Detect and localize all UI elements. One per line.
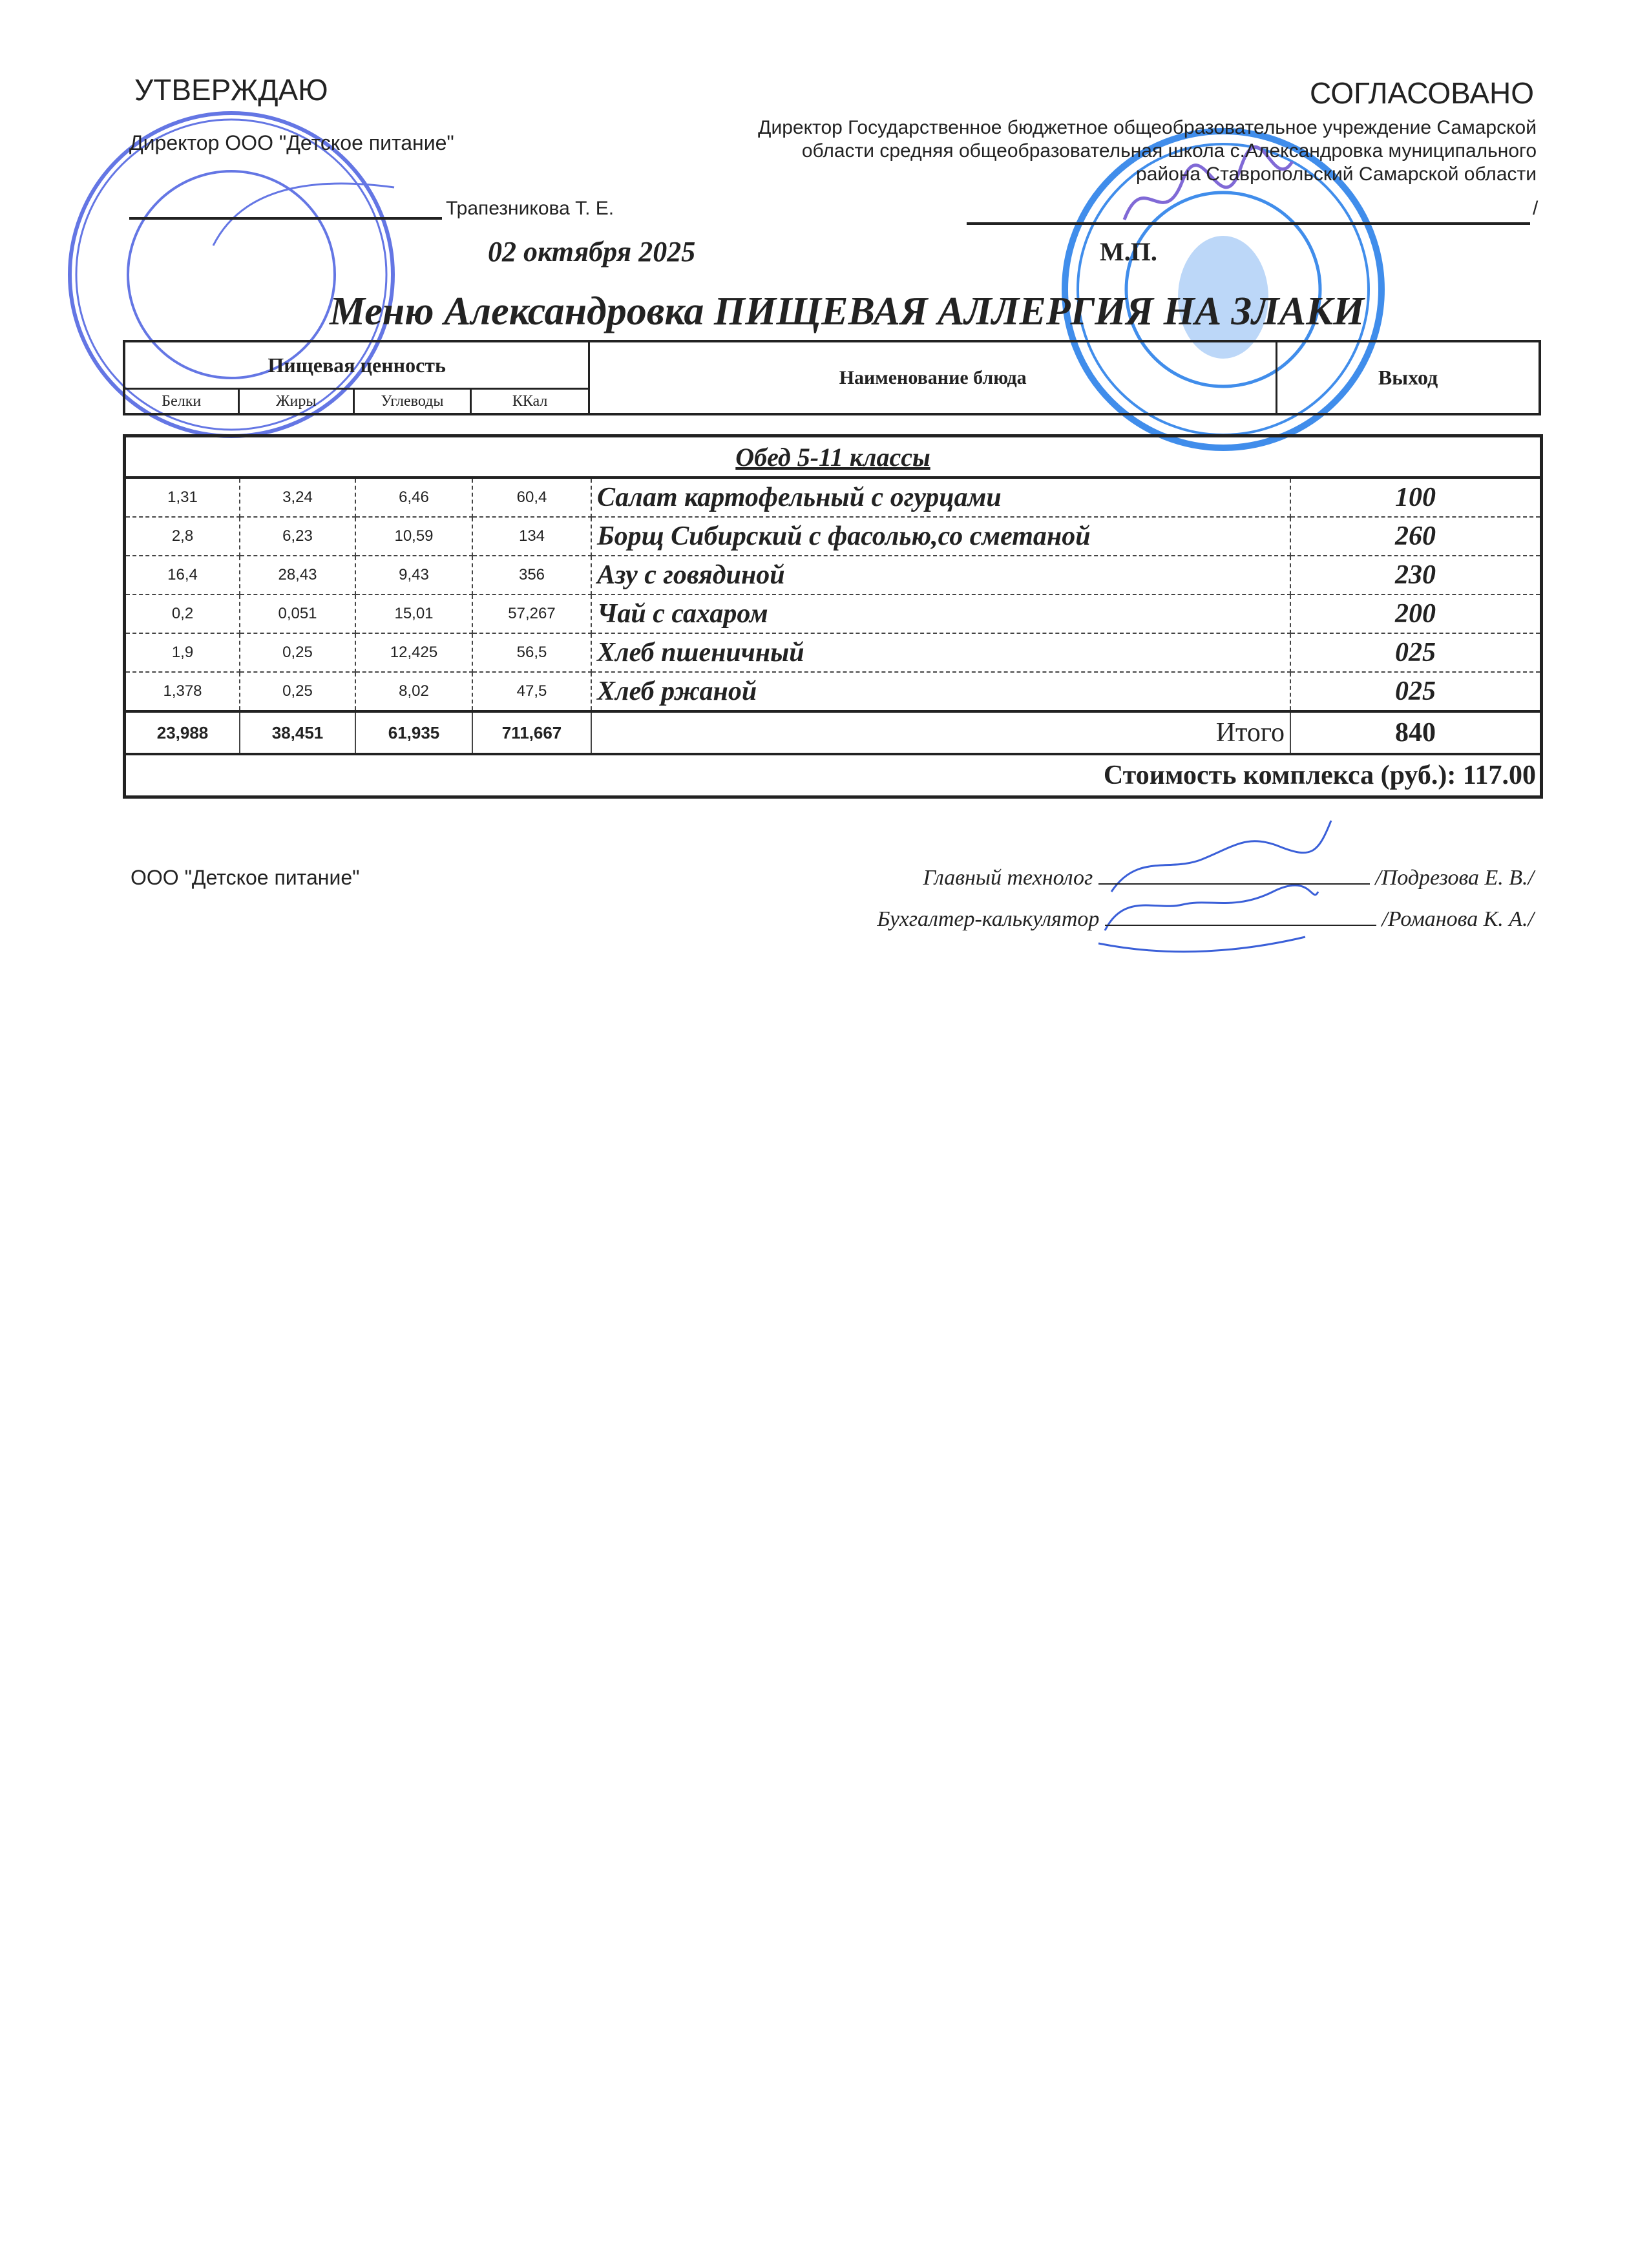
total-carbs: 61,935: [355, 710, 473, 755]
kcal-cell: 60,4: [472, 477, 592, 518]
complex-cost: Стоимость комплекса (руб.): 117.00: [124, 753, 1542, 797]
seal-mark: М.П.: [1100, 237, 1157, 266]
dish-name: Азу с говядиной: [591, 555, 1291, 595]
dish-name: Чай с сахаром: [591, 594, 1291, 634]
table-row: 0,2 0,051 15,01 57,267 Чай с сахаром 200: [123, 594, 1542, 634]
fat-cell: 28,43: [239, 555, 356, 595]
dish-name: Хлеб пшеничный: [591, 633, 1291, 673]
agree-position-line: Директор Государственное бюджетное общео…: [758, 117, 1537, 138]
protein-cell: 1,9: [123, 633, 240, 673]
protein-header: Белки: [123, 388, 240, 415]
agree-position-line: области средняя общеобразовательная школ…: [801, 140, 1537, 162]
left-signature-icon: [212, 182, 395, 246]
agree-heading: СОГЛАСОВАНО: [1310, 76, 1534, 110]
fat-cell: 0,051: [239, 594, 356, 634]
total-label: Итого: [591, 710, 1291, 755]
protein-cell: 0,2: [123, 594, 240, 634]
dish-output: 200: [1290, 594, 1542, 634]
dish-name: Борщ Сибирский с фасолью,со сметаной: [591, 516, 1291, 556]
nutrition-header: Пищевая ценность: [123, 340, 591, 390]
table-row: 1,9 0,25 12,425 56,5 Хлеб пшеничный 025: [123, 633, 1542, 673]
dish-output: 025: [1290, 633, 1542, 673]
accountant-name: /Романова К. А./: [1381, 907, 1534, 931]
footer-org: ООО "Детское питание": [131, 866, 360, 889]
carbs-cell: 15,01: [355, 594, 473, 634]
dish-output: 260: [1290, 516, 1542, 556]
table-row: 1,378 0,25 8,02 47,5 Хлеб ржаной 025: [123, 671, 1542, 712]
section-title: Обед 5-11 классы: [123, 435, 1542, 479]
kcal-header: ККал: [469, 388, 591, 415]
protein-cell: 1,378: [123, 671, 240, 712]
carbs-cell: 12,425: [355, 633, 473, 673]
accountant-line: [1104, 925, 1376, 926]
carbs-header: Углеводы: [353, 388, 472, 415]
accountant-signature: Бухгалтер-калькулятор /Романова К. А./: [877, 907, 1534, 932]
agree-signature-line: [967, 222, 1530, 225]
dish-name: Салат картофельный с огурцами: [591, 477, 1291, 518]
total-kcal: 711,667: [472, 710, 592, 755]
protein-cell: 1,31: [123, 477, 240, 518]
technologist-line: [1098, 883, 1370, 885]
kcal-cell: 56,5: [472, 633, 592, 673]
dish-name: Хлеб ржаной: [591, 671, 1291, 712]
kcal-cell: 356: [472, 555, 592, 595]
approve-signer: Трапезникова Т. Е.: [446, 198, 614, 219]
dish-output: 025: [1290, 671, 1542, 712]
kcal-cell: 47,5: [472, 671, 592, 712]
fat-cell: 0,25: [239, 671, 356, 712]
section-label: Обед 5-11 классы: [735, 442, 930, 472]
agree-slash: /: [1533, 198, 1539, 219]
approve-heading: УТВЕРЖДАЮ: [134, 73, 328, 107]
approve-position: Директор ООО "Детское питание": [129, 131, 454, 154]
carbs-cell: 8,02: [355, 671, 473, 712]
agree-position-line: района Ставропольский Самарской области: [1136, 163, 1537, 185]
total-row: 23,988 38,451 61,935 711,667 Итого 840: [123, 710, 1542, 755]
menu-table: Обед 5-11 классы 1,31 3,24 6,46 60,4 Салат к…: [123, 434, 1543, 799]
table-row: 1,31 3,24 6,46 60,4 Салат картофельный с огу…: [123, 477, 1542, 518]
total-output: 840: [1290, 710, 1542, 755]
output-header: Выход: [1276, 340, 1541, 415]
total-protein: 23,988: [123, 710, 240, 755]
dish-output: 100: [1290, 477, 1542, 518]
technologist-role: Главный технолог: [923, 866, 1093, 890]
table-row: 16,4 28,43 9,43 356 Азу с говядиной 230: [123, 555, 1542, 595]
fat-header: Жиры: [237, 388, 355, 415]
protein-cell: 16,4: [123, 555, 240, 595]
total-fat: 38,451: [239, 710, 356, 755]
fat-cell: 6,23: [239, 516, 356, 556]
kcal-cell: 134: [472, 516, 592, 556]
fat-cell: 3,24: [239, 477, 356, 518]
table-row: 2,8 6,23 10,59 134 Борщ Сибирский с фасолью,…: [123, 516, 1542, 556]
technologist-signature: Главный технолог /Подрезова Е. В./: [923, 866, 1534, 890]
protein-cell: 2,8: [123, 516, 240, 556]
carbs-cell: 10,59: [355, 516, 473, 556]
dish-header: Наименование блюда: [588, 340, 1278, 415]
carbs-cell: 6,46: [355, 477, 473, 518]
technologist-name: /Подрезова Е. В./: [1375, 866, 1534, 890]
accountant-role: Бухгалтер-калькулятор: [877, 907, 1100, 931]
approve-date: 02 октября 2025: [488, 236, 696, 268]
kcal-cell: 57,267: [472, 594, 592, 634]
page-title: Меню Александровка ПИЩЕВАЯ АЛЛЕРГИЯ НА З…: [330, 289, 1365, 333]
agree-position: Директор Государственное бюджетное общео…: [632, 116, 1537, 186]
carbs-cell: 9,43: [355, 555, 473, 595]
fat-cell: 0,25: [239, 633, 356, 673]
table-header: Пищевая ценность Наименование блюда Выхо…: [123, 340, 1541, 415]
approve-signature-line: [129, 217, 442, 220]
dish-output: 230: [1290, 555, 1542, 595]
